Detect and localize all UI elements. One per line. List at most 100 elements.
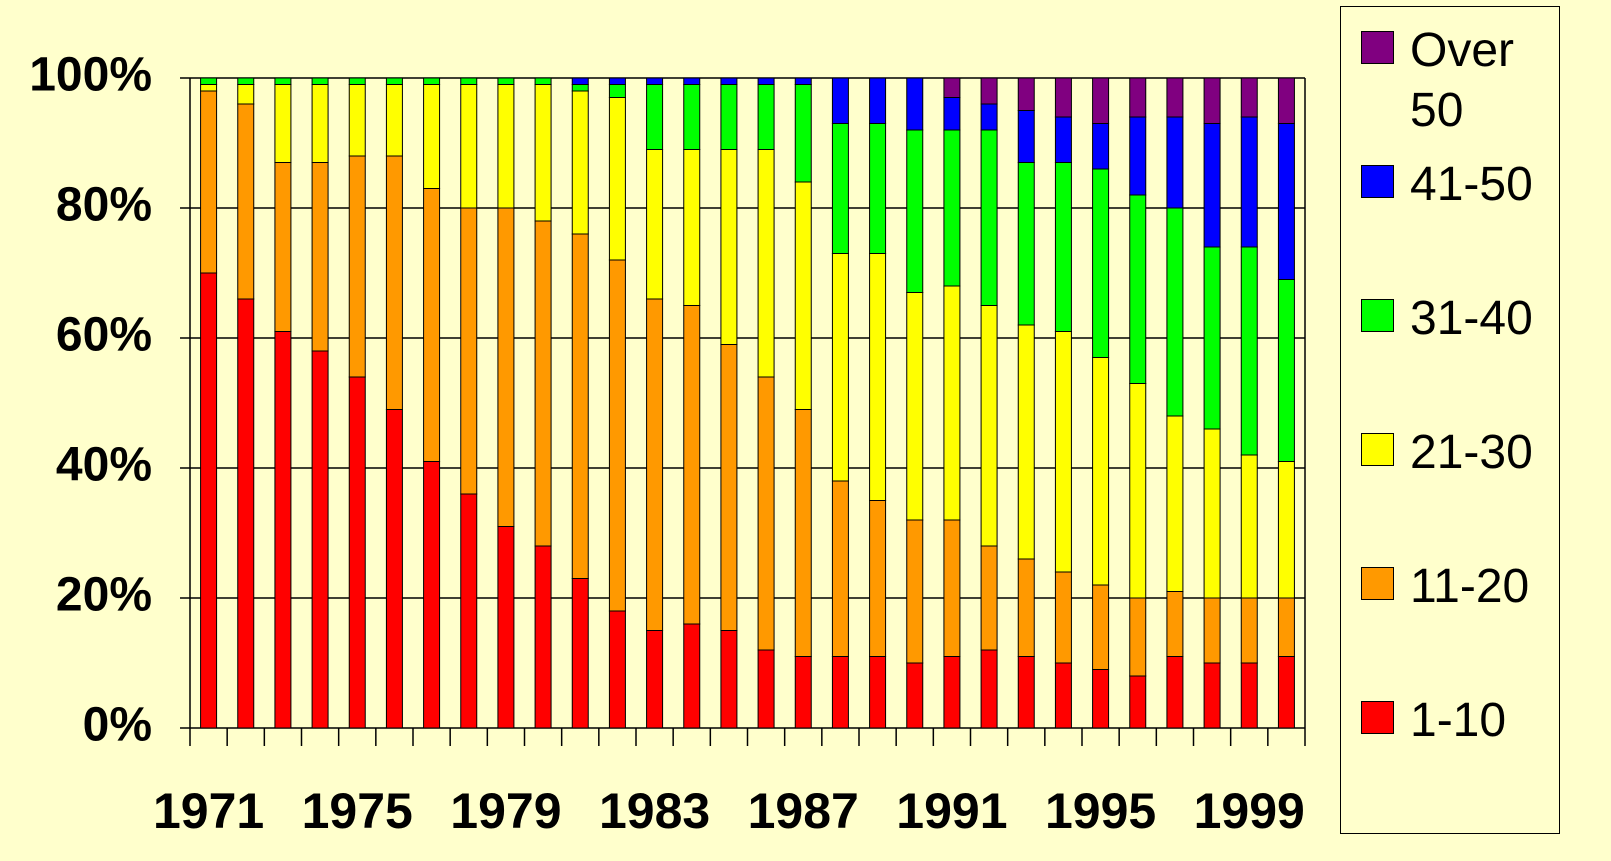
bar-segment <box>460 207 478 495</box>
bar-segment <box>423 461 441 729</box>
bar-segment <box>311 77 329 85</box>
bar-segment <box>385 77 403 85</box>
bar-segment <box>1240 454 1258 599</box>
bar-segment <box>1054 116 1072 163</box>
bar-segment <box>348 84 366 157</box>
bar-segment <box>571 233 589 579</box>
bar-segment <box>571 77 589 85</box>
bar-segment <box>423 77 441 85</box>
x-tick-label: 1987 <box>748 783 859 839</box>
bar-segment <box>1129 194 1147 384</box>
bar-segment <box>274 84 292 163</box>
bar-segment <box>943 285 961 521</box>
legend-swatch <box>1361 165 1394 198</box>
bar-segment <box>348 155 366 378</box>
bar-segment <box>720 344 738 631</box>
bar-segment <box>683 84 701 150</box>
bar-segment <box>311 350 329 729</box>
bar-segment <box>608 97 626 261</box>
bar-segment <box>1166 591 1184 657</box>
bar-segment <box>571 578 589 729</box>
bar-segment <box>831 77 849 124</box>
legend-label: 41-50 <box>1410 158 1533 211</box>
bar-segment <box>608 610 626 729</box>
bar-segment <box>1054 662 1072 729</box>
bar-segment <box>757 77 775 85</box>
bar-segment <box>1017 558 1035 657</box>
bar-segment <box>608 84 626 98</box>
bar-segment <box>1240 246 1258 456</box>
bar-segment <box>646 298 664 631</box>
x-tick-label: 1995 <box>1045 783 1156 839</box>
bar-segment <box>1054 77 1072 118</box>
bar-segment <box>423 84 441 189</box>
bar-segment <box>1240 116 1258 248</box>
bar-segment <box>237 77 255 85</box>
bar-segment <box>683 77 701 85</box>
bar-segment <box>980 545 998 651</box>
bar-segment <box>200 84 218 92</box>
x-tick-label: 1999 <box>1194 783 1305 839</box>
bar-segment <box>869 656 887 729</box>
bar-segment <box>385 155 403 410</box>
bar-segment <box>311 84 329 163</box>
bar-segment <box>831 123 849 254</box>
bar-segment <box>831 656 849 729</box>
bar-segment <box>497 526 515 729</box>
bar-segment <box>1129 675 1147 729</box>
bar-segment <box>943 129 961 287</box>
legend-swatch <box>1361 567 1394 600</box>
bar-segment <box>646 77 664 85</box>
bar-segment <box>1017 77 1035 111</box>
bar-segment <box>608 259 626 612</box>
bar-segment <box>794 409 812 657</box>
legend-swatch <box>1361 299 1394 332</box>
bar-segment <box>720 77 738 85</box>
bar-segment <box>1166 415 1184 592</box>
bar-segment <box>1203 597 1221 664</box>
bar-segment <box>646 84 664 150</box>
bar-segment <box>794 77 812 85</box>
bar-segment <box>906 77 924 131</box>
bar-segment <box>757 649 775 729</box>
bar-segment <box>646 630 664 729</box>
bar-segment <box>757 149 775 378</box>
bar-segment <box>980 103 998 131</box>
y-tick-label: 20% <box>56 569 152 622</box>
bar-segment <box>1092 669 1110 729</box>
legend-label: 21-30 <box>1410 426 1533 479</box>
bar-segment <box>683 623 701 729</box>
bar-segment <box>1277 77 1295 124</box>
bar-segment <box>1203 123 1221 248</box>
bar-segment <box>720 630 738 729</box>
bar-segment <box>1277 656 1295 729</box>
bar-segment <box>1166 116 1184 209</box>
bar-segment <box>1166 77 1184 118</box>
bar-segment <box>1240 662 1258 729</box>
legend-label: 31-40 <box>1410 292 1533 345</box>
bar-segment <box>534 545 552 729</box>
bar-segment <box>1054 331 1072 573</box>
bar-segment <box>1092 584 1110 670</box>
bar-segment <box>200 272 218 729</box>
bar-segment <box>274 331 292 729</box>
bar-segment <box>1054 571 1072 664</box>
bar-segment <box>1203 428 1221 599</box>
y-tick-label: 100% <box>29 49 152 102</box>
bar-segment <box>980 305 998 547</box>
bar-segment <box>794 656 812 729</box>
bar-segment <box>720 84 738 150</box>
bar-segment <box>869 77 887 124</box>
x-tick-label: 1975 <box>302 783 413 839</box>
bar-segment <box>1129 116 1147 196</box>
bar-segment <box>943 77 961 98</box>
legend-item: Over 50 <box>1361 21 1560 141</box>
bar-segment <box>608 77 626 85</box>
legend-swatch <box>1361 701 1394 734</box>
bar-segment <box>460 84 478 209</box>
legend-label: Over 50 <box>1410 24 1515 137</box>
bar-segment <box>1129 383 1147 599</box>
y-tick-label: 40% <box>56 439 152 492</box>
